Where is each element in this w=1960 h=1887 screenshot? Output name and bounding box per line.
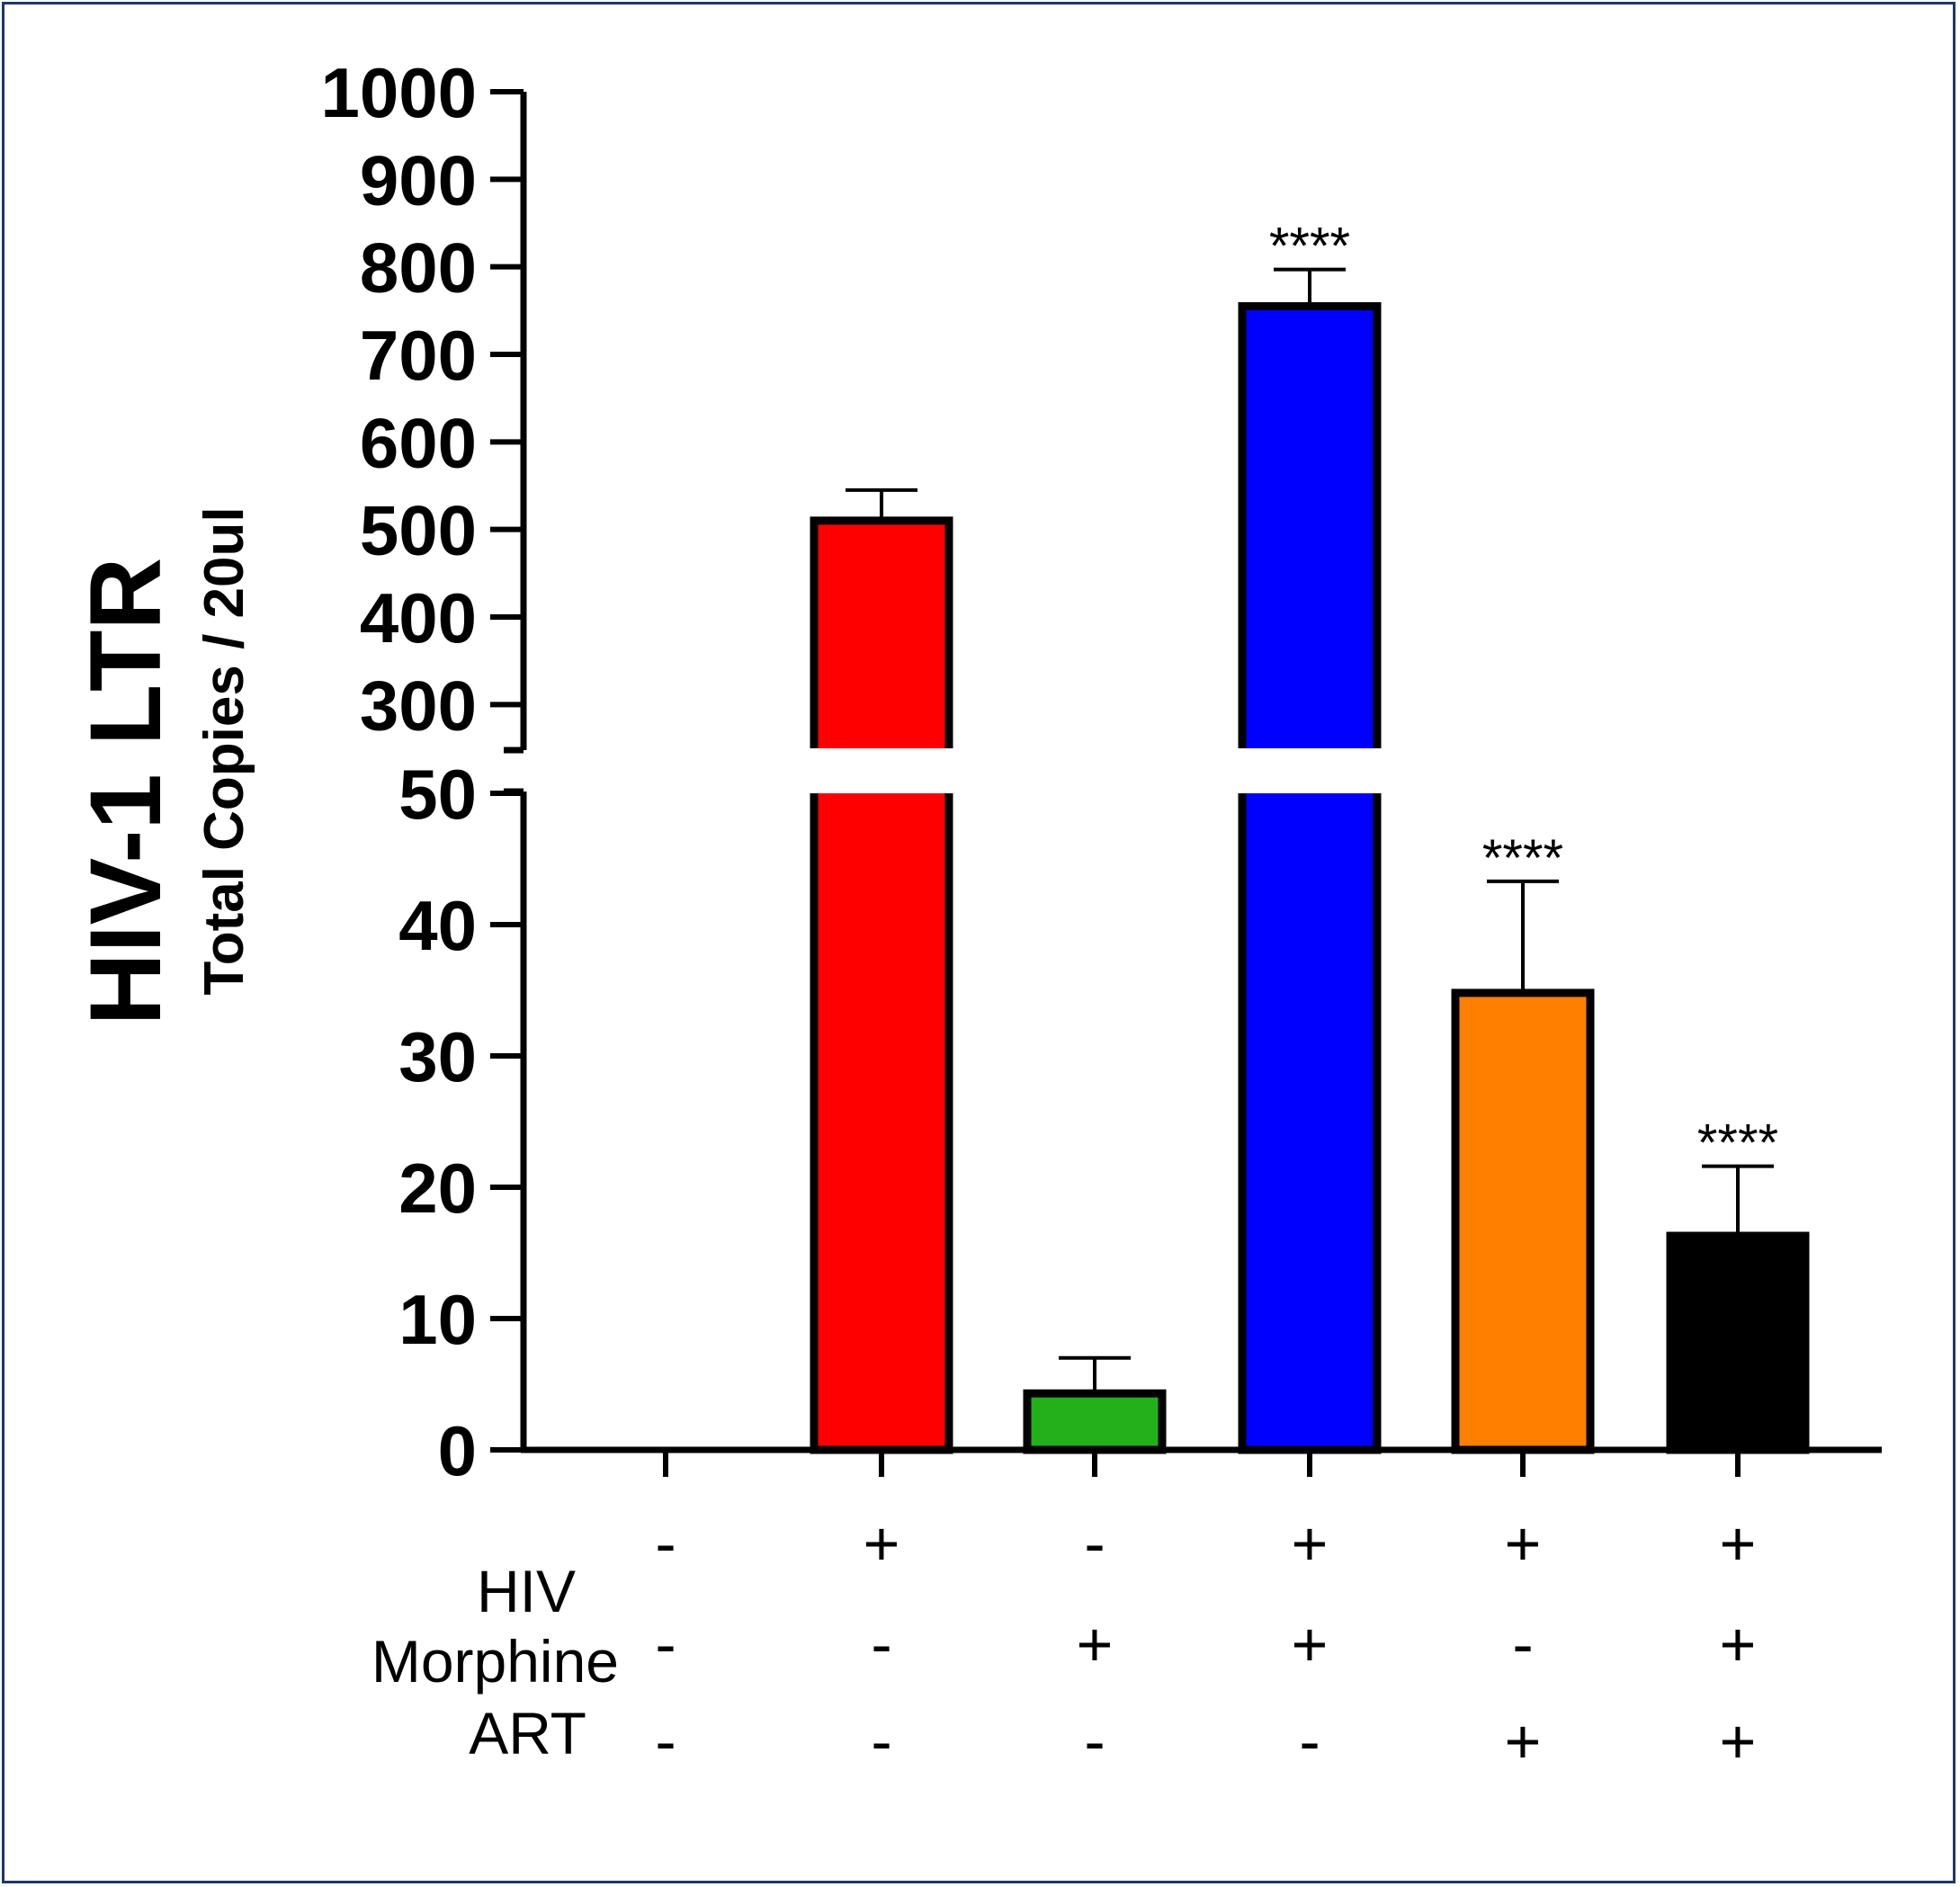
condition-sign-morphine-6: + — [1720, 1609, 1757, 1679]
condition-label-hiv: HIV — [477, 1558, 576, 1624]
y-tick-label-0: 0 — [438, 1411, 477, 1490]
significance-label-4: **** — [1269, 218, 1350, 276]
condition-sign-art-1: - — [655, 1706, 676, 1776]
y-tick-label-10: 10 — [398, 1280, 477, 1359]
significance-label-6: **** — [1697, 1114, 1778, 1173]
condition-label-art: ART — [469, 1700, 586, 1766]
condition-sign-morphine-3: + — [1077, 1609, 1114, 1679]
condition-sign-morphine-2: - — [871, 1609, 891, 1679]
y-tick-label-30: 30 — [398, 1017, 477, 1096]
bar-2-upper — [810, 516, 953, 748]
y-tick-label-1000: 1000 — [320, 53, 477, 132]
bar-2-lower — [810, 793, 953, 1454]
y-tick-label-800: 800 — [360, 228, 477, 308]
significance-label-5: **** — [1482, 829, 1563, 888]
y-tick-label-300: 300 — [360, 666, 477, 745]
condition-sign-hiv-6: + — [1720, 1508, 1757, 1578]
condition-sign-hiv-4: + — [1292, 1508, 1329, 1578]
condition-sign-hiv-1: - — [655, 1508, 676, 1578]
condition-sign-hiv-5: + — [1505, 1508, 1542, 1578]
condition-sign-morphine-1: - — [655, 1609, 676, 1679]
y-tick-label-700: 700 — [360, 316, 477, 395]
condition-sign-art-4: - — [1299, 1706, 1320, 1776]
y-tick-label-50: 50 — [398, 755, 477, 834]
y-tick-label-600: 600 — [360, 403, 477, 482]
chart-title: HIV-1 LTR — [69, 558, 182, 1026]
bar-4-upper — [1238, 301, 1382, 748]
bar-6 — [1666, 1231, 1810, 1454]
condition-sign-morphine-5: - — [1512, 1609, 1533, 1679]
bar-5 — [1451, 988, 1595, 1454]
condition-sign-art-6: + — [1720, 1706, 1757, 1776]
condition-sign-art-5: + — [1505, 1706, 1542, 1776]
bar-4-lower — [1238, 793, 1382, 1454]
condition-sign-hiv-2: + — [864, 1508, 900, 1578]
y-tick-label-400: 400 — [360, 578, 477, 657]
condition-sign-hiv-3: - — [1084, 1508, 1105, 1578]
y-tick-label-500: 500 — [360, 491, 477, 570]
y-tick-label-20: 20 — [398, 1149, 477, 1228]
bar-3 — [1023, 1389, 1167, 1454]
condition-label-morphine: Morphine — [371, 1628, 619, 1695]
y-tick-label-40: 40 — [398, 886, 477, 965]
y-tick-label-900: 900 — [360, 140, 477, 219]
condition-sign-art-2: - — [871, 1706, 891, 1776]
condition-sign-morphine-4: + — [1292, 1609, 1329, 1679]
y-axis-label: Total Copies / 20ul — [193, 506, 255, 995]
condition-sign-art-3: - — [1084, 1706, 1105, 1776]
